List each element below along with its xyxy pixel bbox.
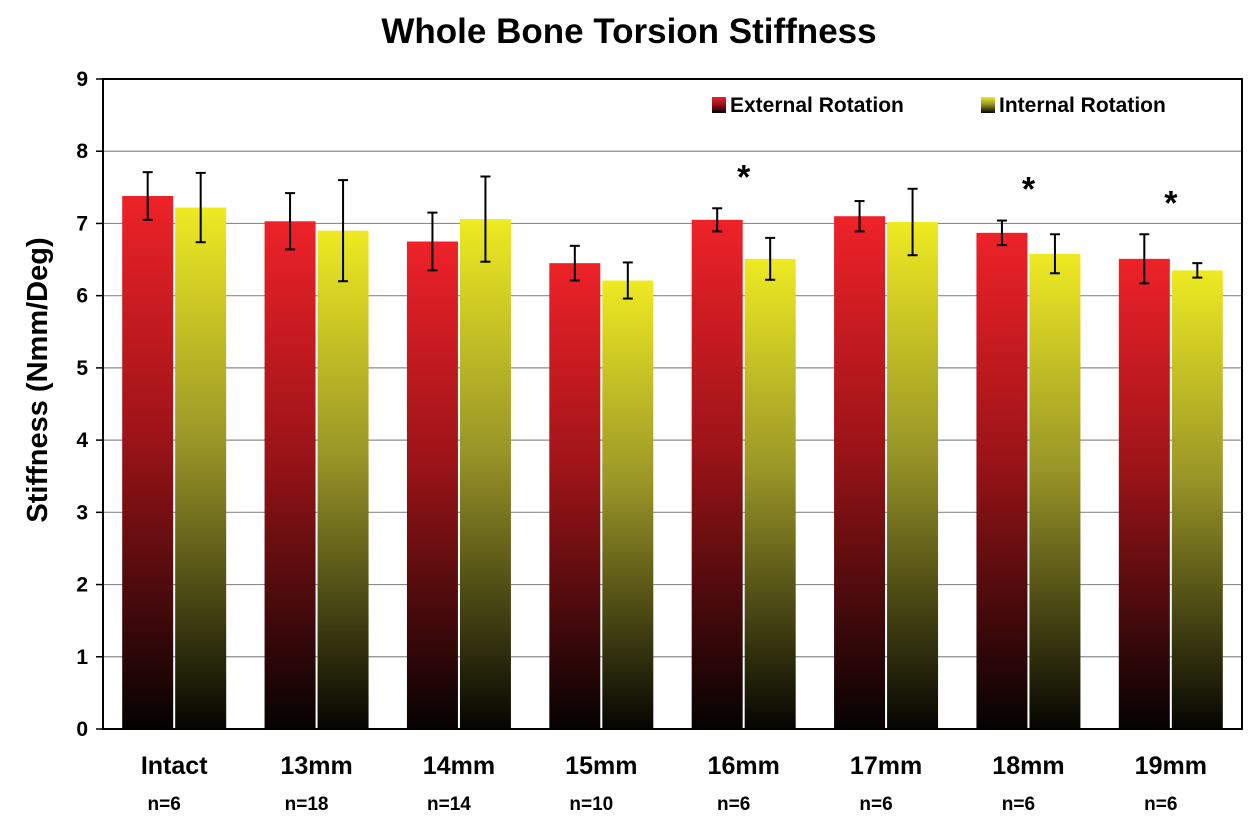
legend-swatch-external bbox=[712, 97, 726, 113]
sample-size-label: n=6 bbox=[717, 794, 750, 815]
legend-label-internal: Internal Rotation bbox=[999, 94, 1166, 117]
sample-size-label: n=6 bbox=[859, 794, 892, 815]
y-tick-label: 3 bbox=[76, 501, 88, 524]
bar-internal-rotation bbox=[175, 207, 227, 730]
x-tick-label: 14mm bbox=[423, 752, 495, 780]
y-tick-label: 7 bbox=[76, 212, 88, 235]
y-tick-label: 9 bbox=[76, 68, 88, 91]
y-axis-label: Stiffness (Nmm/Deg) bbox=[22, 237, 54, 522]
y-tick-label: 0 bbox=[76, 718, 88, 741]
chart-title: Whole Bone Torsion Stiffness bbox=[381, 12, 876, 51]
y-tick-label: 2 bbox=[76, 574, 88, 597]
bar-external-rotation bbox=[406, 241, 458, 729]
significance-asterisk: * bbox=[737, 158, 751, 196]
bar-external-rotation bbox=[691, 219, 743, 730]
x-tick-label: Intact bbox=[141, 752, 208, 780]
x-tick-label: 19mm bbox=[1135, 752, 1207, 780]
y-tick-label: 5 bbox=[76, 357, 88, 380]
y-tick-label: 6 bbox=[76, 285, 88, 308]
bar-internal-rotation bbox=[602, 280, 654, 729]
error-bars bbox=[142, 171, 1203, 300]
legend: External Rotation Internal Rotation bbox=[712, 94, 1166, 117]
sample-size-label: n=6 bbox=[1144, 794, 1177, 815]
bar-internal-rotation bbox=[744, 258, 796, 729]
y-axis-ticks: 0 1 2 3 4 5 6 7 8 9 bbox=[76, 68, 103, 741]
y-tick-label: 4 bbox=[76, 429, 88, 452]
significance-asterisk: * bbox=[1022, 171, 1036, 209]
bar-external-rotation bbox=[264, 221, 316, 729]
x-tick-label: 18mm bbox=[992, 752, 1064, 780]
legend-label-external: External Rotation bbox=[730, 94, 904, 117]
bar-external-rotation bbox=[1118, 258, 1170, 729]
bar-external-rotation bbox=[834, 216, 886, 729]
significance-markers: * * * bbox=[737, 158, 1178, 222]
bar-external-rotation bbox=[122, 196, 174, 729]
bar-internal-rotation bbox=[1029, 253, 1081, 729]
bars bbox=[122, 196, 1223, 730]
bar-internal-rotation bbox=[1171, 270, 1223, 729]
x-tick-label: 17mm bbox=[850, 752, 922, 780]
significance-asterisk: * bbox=[1164, 184, 1178, 222]
x-tick-label: 15mm bbox=[565, 752, 637, 780]
sample-size-label: n=10 bbox=[569, 794, 613, 815]
bar-internal-rotation bbox=[459, 219, 511, 729]
y-tick-label: 8 bbox=[76, 140, 88, 163]
bar-internal-rotation bbox=[887, 222, 939, 729]
legend-swatch-internal bbox=[981, 97, 995, 113]
bar-internal-rotation bbox=[317, 230, 369, 729]
sample-size-label: n=18 bbox=[285, 794, 329, 815]
bar-external-rotation bbox=[976, 232, 1028, 730]
plot-area-frame bbox=[102, 78, 1243, 730]
sample-size-label: n=14 bbox=[427, 794, 471, 815]
x-axis-labels: Intact n=6 13mm n=18 14mm n=14 15mm n=10 16mm n=6… bbox=[141, 752, 1207, 815]
bar-external-rotation bbox=[549, 263, 601, 729]
sample-size-label: n=6 bbox=[148, 794, 181, 815]
sample-size-label: n=6 bbox=[1002, 794, 1035, 815]
x-tick-label: 16mm bbox=[708, 752, 780, 780]
y-tick-label: 1 bbox=[76, 646, 88, 669]
x-tick-label: 13mm bbox=[280, 752, 352, 780]
